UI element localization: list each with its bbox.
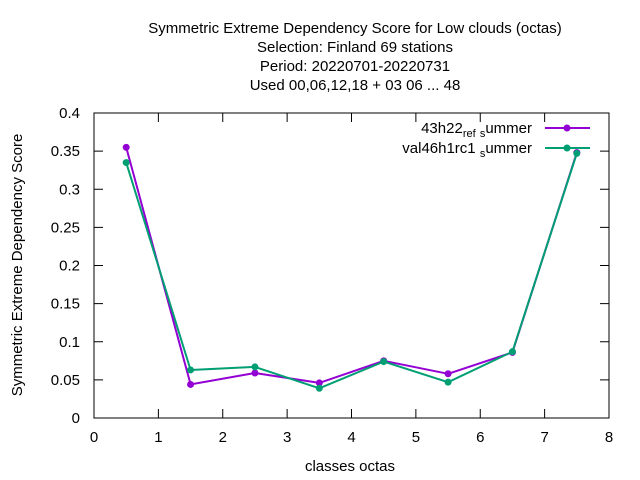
y-tick-label: 0.2 xyxy=(59,258,80,275)
legend-entry-1: 43h22ref summer xyxy=(421,120,590,140)
chart-title-line-4: Used 00,06,12,18 + 03 06 ... 48 xyxy=(250,77,461,94)
x-tick-label: 1 xyxy=(154,429,162,446)
x-tick-label: 7 xyxy=(540,429,548,446)
legend-marker-2 xyxy=(563,144,571,152)
data-point-series-2 xyxy=(573,149,581,157)
x-tick-label: 6 xyxy=(476,429,484,446)
data-point-series-2 xyxy=(508,348,516,356)
y-tick-label: 0.1 xyxy=(59,334,80,351)
legend-label-1-sub-s: s xyxy=(480,128,486,140)
data-point-series-2 xyxy=(315,384,323,392)
legend-marker-1 xyxy=(563,124,571,132)
x-tick-label: 0 xyxy=(90,429,98,446)
data-point-series-2 xyxy=(380,358,388,366)
data-point-series-1 xyxy=(444,370,452,378)
legend-label-1: 43h22ref summer xyxy=(421,120,532,140)
data-point-series-2 xyxy=(444,378,452,386)
data-point-series-1 xyxy=(187,380,195,388)
axis-ticks xyxy=(93,112,610,419)
legend-label-1-sub1: ref xyxy=(463,128,477,140)
data-point-series-2 xyxy=(122,159,130,167)
y-tick-label: 0.25 xyxy=(51,219,80,236)
x-tick-label: 5 xyxy=(412,429,420,446)
y-tick-label: 0.3 xyxy=(59,181,80,198)
legend-entry-2: val46h1rc1 summer xyxy=(402,140,590,160)
y-tick-label: 0 xyxy=(72,410,80,427)
legend-label-2-sub2: ummer xyxy=(485,140,532,157)
legend-label-2-main: val46h1rc1 xyxy=(402,140,475,157)
series-layer xyxy=(122,143,581,392)
data-point-series-1 xyxy=(122,143,130,151)
chart-title-line-2: Selection: Finland 69 stations xyxy=(257,39,453,56)
data-point-series-1 xyxy=(315,379,323,387)
y-tick-label: 0.05 xyxy=(51,372,80,389)
y-axis-label: Symmetric Extreme Dependency Score xyxy=(9,134,26,397)
legend: 43h22ref summer val46h1rc1 summer xyxy=(402,120,590,160)
chart-title-line-1: Symmetric Extreme Dependency Score for L… xyxy=(148,20,562,37)
series-line-1 xyxy=(125,147,578,386)
data-point-series-2 xyxy=(251,363,259,371)
series-line-2 xyxy=(125,153,578,390)
legend-label-1-sub2: ummer xyxy=(485,120,532,137)
x-axis-label: classes octas xyxy=(305,458,395,475)
data-point-series-2 xyxy=(187,366,195,374)
x-tick-label: 2 xyxy=(219,429,227,446)
y-tick-label: 0.4 xyxy=(59,105,80,122)
legend-label-2: val46h1rc1 summer xyxy=(402,140,532,160)
legend-label-2-sub-s: s xyxy=(480,148,486,160)
legend-label-1-main: 43h22 xyxy=(421,120,463,137)
y-tick-label: 0.35 xyxy=(51,143,80,160)
x-tick-label: 4 xyxy=(347,429,355,446)
axis-tick-labels: 0 1 2 3 4 5 6 7 8 0 0.05 0.1 0.15 0.2 0.25 0.3 0.35 0.4 xyxy=(51,105,613,446)
chart-title: Symmetric Extreme Dependency Score for L… xyxy=(148,20,562,94)
y-tick-label: 0.15 xyxy=(51,296,80,313)
chart-title-line-3: Period: 20220701-20220731 xyxy=(260,58,450,75)
x-tick-label: 8 xyxy=(605,429,613,446)
x-tick-label: 3 xyxy=(283,429,291,446)
data-point-series-1 xyxy=(251,369,259,377)
